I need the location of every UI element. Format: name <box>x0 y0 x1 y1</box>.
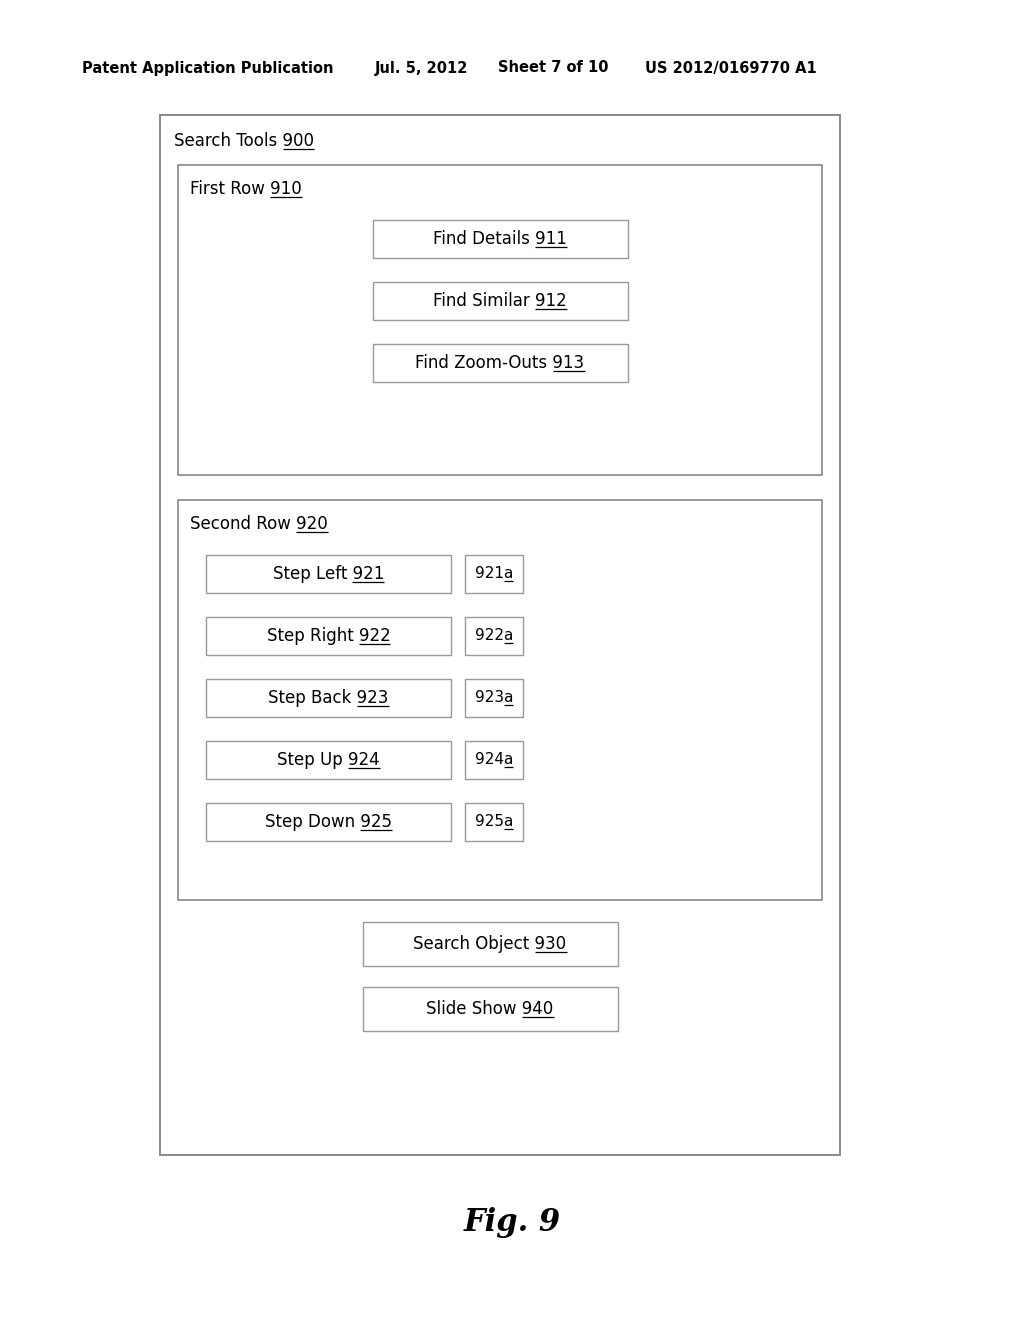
Text: Find Similar 912: Find Similar 912 <box>433 292 567 310</box>
Bar <box>206 803 451 841</box>
Text: Step Left 921: Step Left 921 <box>272 565 384 583</box>
Text: Search Tools 900: Search Tools 900 <box>174 132 314 150</box>
Text: Find Details 911: Find Details 911 <box>433 230 567 248</box>
Text: 922a: 922a <box>475 628 513 644</box>
Text: Slide Show 940: Slide Show 940 <box>426 1001 554 1018</box>
Text: Step Up 924: Step Up 924 <box>278 751 380 770</box>
Text: US 2012/0169770 A1: US 2012/0169770 A1 <box>645 61 817 75</box>
Text: 921a: 921a <box>475 566 513 582</box>
Bar <box>206 678 451 717</box>
Bar <box>373 220 628 257</box>
Bar <box>373 345 628 381</box>
Text: Step Back 923: Step Back 923 <box>268 689 389 708</box>
Bar <box>362 987 617 1031</box>
Text: 923a: 923a <box>475 690 513 705</box>
Bar <box>465 741 523 779</box>
Text: Jul. 5, 2012: Jul. 5, 2012 <box>375 61 468 75</box>
Text: First Row 910: First Row 910 <box>190 180 302 198</box>
Text: 924a: 924a <box>475 752 513 767</box>
Text: Find Zoom-Outs 913: Find Zoom-Outs 913 <box>416 354 585 372</box>
Bar <box>178 500 822 900</box>
Bar <box>465 554 523 593</box>
Bar <box>178 165 822 475</box>
Text: Sheet 7 of 10: Sheet 7 of 10 <box>498 61 608 75</box>
Text: Step Down 925: Step Down 925 <box>265 813 392 832</box>
Text: Fig. 9: Fig. 9 <box>464 1208 560 1238</box>
Text: Patent Application Publication: Patent Application Publication <box>82 61 334 75</box>
Bar <box>465 678 523 717</box>
Text: Search Object 930: Search Object 930 <box>414 935 566 953</box>
Bar <box>373 282 628 319</box>
Bar <box>465 616 523 655</box>
Text: 925a: 925a <box>475 814 513 829</box>
Bar <box>362 921 617 966</box>
Bar <box>206 554 451 593</box>
Bar <box>465 803 523 841</box>
Text: Second Row 920: Second Row 920 <box>190 515 328 533</box>
Bar <box>206 616 451 655</box>
Bar <box>206 741 451 779</box>
Text: Step Right 922: Step Right 922 <box>266 627 390 645</box>
Bar <box>160 115 840 1155</box>
